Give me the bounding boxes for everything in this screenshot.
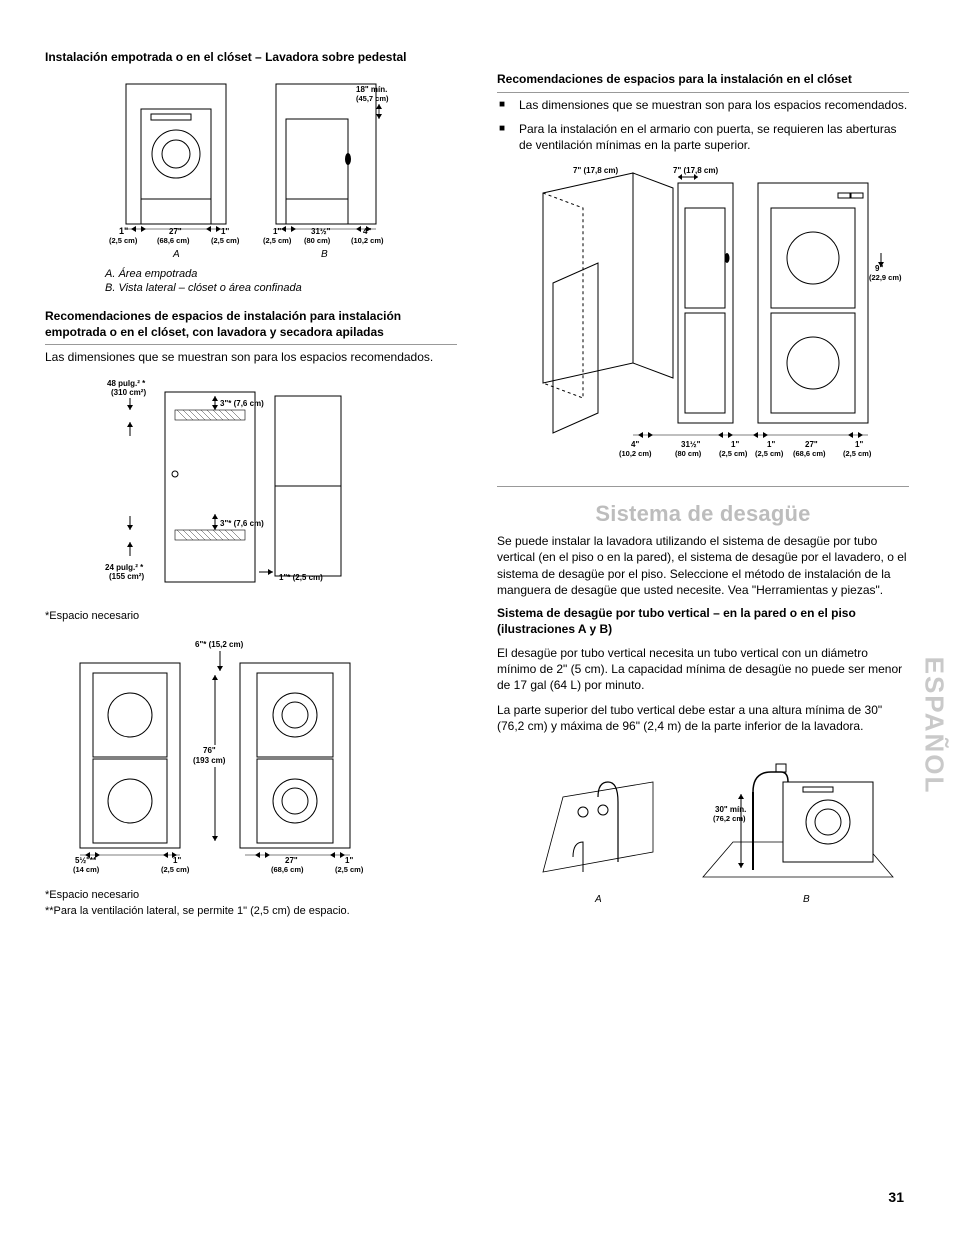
svg-text:A: A [594,894,602,905]
svg-text:(80 cm): (80 cm) [304,236,331,245]
svg-text:7" (17,8 cm): 7" (17,8 cm) [573,166,618,175]
svg-text:(22,9 cm): (22,9 cm) [869,273,902,282]
svg-text:(68,6 cm): (68,6 cm) [271,865,304,874]
left-column: Instalación empotrada o en el clóset – L… [45,50,457,925]
left-title-1: Instalación empotrada o en el clóset – L… [45,50,457,66]
svg-text:(2,5 cm): (2,5 cm) [335,865,364,874]
svg-text:7" (17,8 cm): 7" (17,8 cm) [673,166,718,175]
svg-text:27": 27" [285,856,298,865]
figure-drain: A 30" mín. (76,2 cm) [497,742,909,925]
svg-text:1"* (2,5 cm): 1"* (2,5 cm) [279,573,323,582]
svg-text:76": 76" [203,746,216,755]
figure-closet-iso: 7" (17,8 cm) 7" (17,8 cm) 9" (22,9 cm) [497,163,909,476]
svg-text:(14 cm): (14 cm) [73,865,100,874]
svg-text:(2,5 cm): (2,5 cm) [211,236,240,245]
right-bullets: Las dimensiones que se muestran son para… [497,97,909,154]
svg-text:1": 1" [173,856,181,865]
svg-text:27": 27" [805,440,818,449]
svg-text:5½"**: 5½"** [75,856,97,865]
divider [497,486,909,487]
svg-text:(45,7 cm): (45,7 cm) [356,94,389,103]
footnote-3: **Para la ventilación lateral, se permit… [45,904,457,918]
svg-text:(2,5 cm): (2,5 cm) [161,865,190,874]
svg-text:(2,5 cm): (2,5 cm) [719,449,748,458]
svg-text:27": 27" [169,227,182,236]
drain-sub-title: Sistema de desagüe por tubo vertical – e… [497,606,909,637]
svg-text:1": 1" [767,440,775,449]
svg-text:(10,2 cm): (10,2 cm) [619,449,652,458]
bullet-2: Para la instalación en el armario con pu… [497,121,909,153]
footnote-2: *Espacio necesario [45,888,457,902]
svg-text:3"* (7,6 cm): 3"* (7,6 cm) [220,519,264,528]
svg-text:1": 1" [731,440,739,449]
svg-text:B: B [803,894,810,905]
svg-text:48 pulg.² *: 48 pulg.² * [107,379,146,388]
right-column: Recomendaciones de espacios para la inst… [497,50,909,925]
svg-text:(2,5 cm): (2,5 cm) [843,449,872,458]
svg-text:9": 9" [875,264,883,273]
svg-text:1": 1" [855,440,863,449]
svg-text:(2,5 cm): (2,5 cm) [263,236,292,245]
svg-text:(2,5 cm): (2,5 cm) [755,449,784,458]
svg-text:1": 1" [119,226,128,236]
svg-text:(68,6 cm): (68,6 cm) [157,236,190,245]
bullet-1: Las dimensiones que se muestran son para… [497,97,909,113]
figure-stacked-vent: 48 pulg.² * (310 cm²) 24 pulg.² * (155 c… [45,374,457,607]
svg-text:(155 cm²): (155 cm²) [109,572,144,581]
svg-text:6"* (15,2 cm): 6"* (15,2 cm) [195,640,244,649]
svg-text:(2,5 cm): (2,5 cm) [109,236,138,245]
svg-text:(80 cm): (80 cm) [675,449,702,458]
svg-text:4": 4" [631,440,639,449]
svg-text:24 pulg.² *: 24 pulg.² * [105,563,144,572]
svg-text:30" mín.: 30" mín. [715,805,746,814]
svg-text:(68,6 cm): (68,6 cm) [793,449,826,458]
figure-pedestal: 1" (2,5 cm) 27" (68,6 cm) 1" (2,5 cm) A … [45,74,457,267]
drain-para1: Se puede instalar la lavadora utilizando… [497,533,909,598]
language-tab: ESPAÑOL [914,640,954,810]
fig1-caption-a: A. Área empotrada [105,267,457,281]
svg-text:31½": 31½" [681,440,701,449]
page-number: 31 [888,1189,904,1205]
footnote-1: *Espacio necesario [45,609,457,623]
svg-text:1": 1" [345,856,353,865]
svg-text:3"* (7,6 cm): 3"* (7,6 cm) [220,399,264,408]
svg-text:31½": 31½" [311,227,331,236]
svg-text:(193 cm): (193 cm) [193,756,226,765]
figure-stacked-front: 6"* (15,2 cm) 76" (193 cm) 5½"** (14 cm)… [45,633,457,886]
left-title-2: Recomendaciones de espacios de instalaci… [45,309,457,345]
language-tab-label: ESPAÑOL [919,656,950,794]
svg-text:B: B [321,249,328,260]
drain-sub-p1: El desagüe por tubo vertical necesita un… [497,645,909,694]
right-title-1: Recomendaciones de espacios para la inst… [497,72,909,93]
drain-sub-p2: La parte superior del tubo vertical debe… [497,702,909,734]
svg-text:(10,2 cm): (10,2 cm) [351,236,384,245]
drain-heading: Sistema de desagüe [497,501,909,527]
svg-text:1": 1" [273,227,281,236]
svg-text:A: A [172,249,180,260]
svg-text:(310 cm²): (310 cm²) [111,388,146,397]
svg-text:1": 1" [221,227,229,236]
svg-text:18" mín.: 18" mín. [356,85,387,94]
left-body-1: Las dimensiones que se muestran son para… [45,349,457,365]
fig1-caption-b: B. Vista lateral – clóset o área confina… [105,281,457,295]
